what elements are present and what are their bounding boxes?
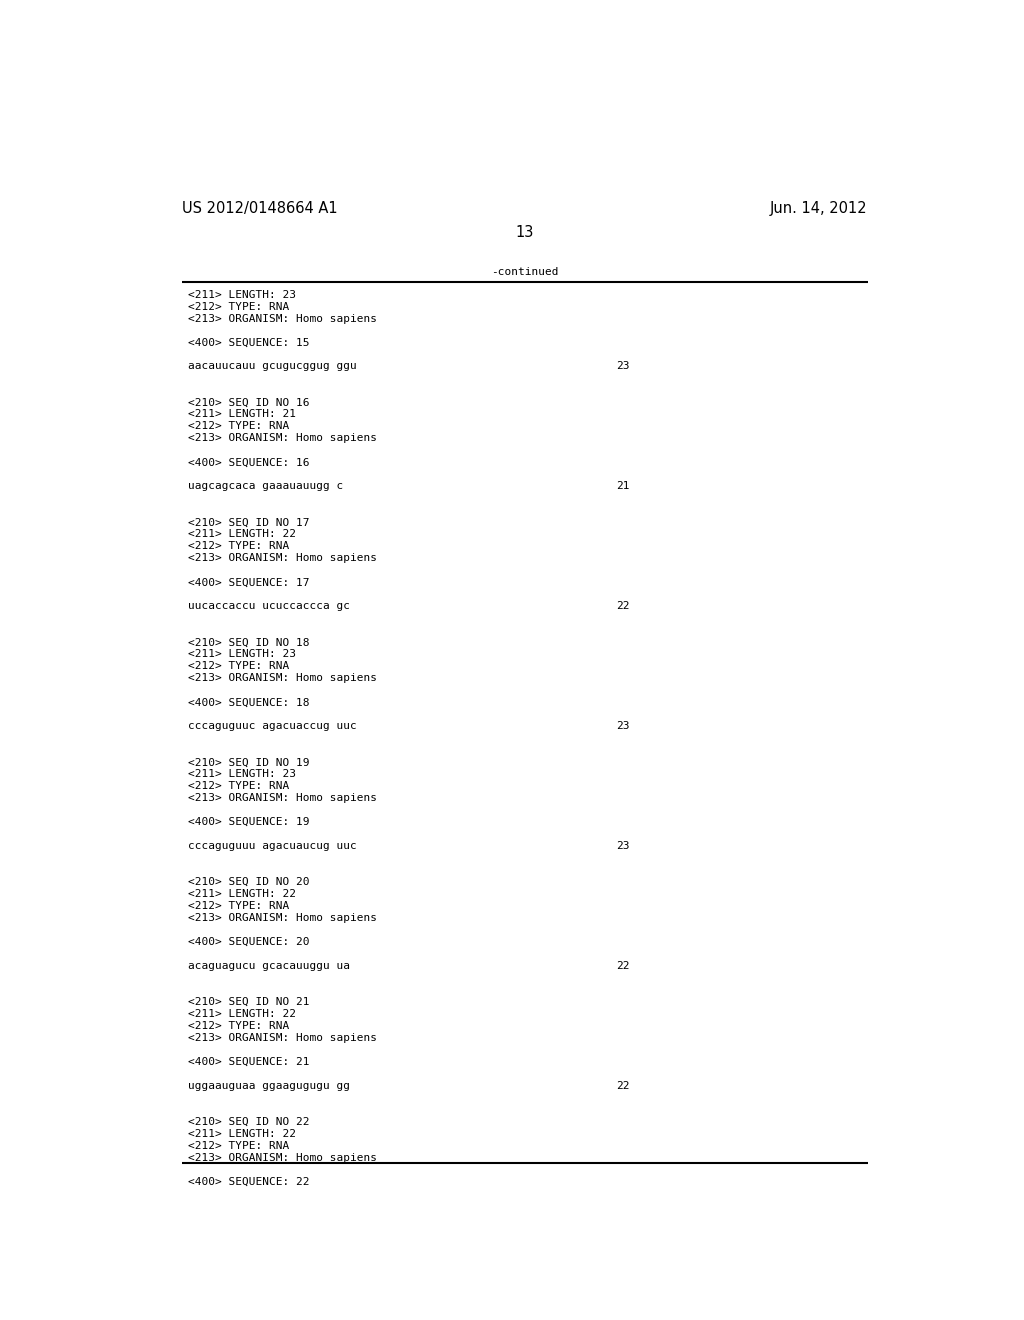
Text: <211> LENGTH: 23: <211> LENGTH: 23 — [187, 289, 296, 300]
Text: <213> ORGANISM: Homo sapiens: <213> ORGANISM: Homo sapiens — [187, 673, 377, 684]
Text: <213> ORGANISM: Homo sapiens: <213> ORGANISM: Homo sapiens — [187, 1154, 377, 1163]
Text: <210> SEQ ID NO 21: <210> SEQ ID NO 21 — [187, 997, 309, 1007]
Text: <400> SEQUENCE: 15: <400> SEQUENCE: 15 — [187, 338, 309, 347]
Text: <211> LENGTH: 22: <211> LENGTH: 22 — [187, 529, 296, 540]
Text: <212> TYPE: RNA: <212> TYPE: RNA — [187, 781, 289, 791]
Text: <400> SEQUENCE: 17: <400> SEQUENCE: 17 — [187, 577, 309, 587]
Text: <212> TYPE: RNA: <212> TYPE: RNA — [187, 661, 289, 672]
Text: cccaguguuu agacuaucug uuc: cccaguguuu agacuaucug uuc — [187, 841, 356, 851]
Text: 21: 21 — [616, 482, 630, 491]
Text: <212> TYPE: RNA: <212> TYPE: RNA — [187, 541, 289, 552]
Text: <211> LENGTH: 22: <211> LENGTH: 22 — [187, 1008, 296, 1019]
Text: <400> SEQUENCE: 21: <400> SEQUENCE: 21 — [187, 1057, 309, 1067]
Text: <210> SEQ ID NO 18: <210> SEQ ID NO 18 — [187, 638, 309, 647]
Text: <400> SEQUENCE: 22: <400> SEQUENCE: 22 — [187, 1177, 309, 1187]
Text: uucaccaccu ucuccaccca gc: uucaccaccu ucuccaccca gc — [187, 602, 349, 611]
Text: <212> TYPE: RNA: <212> TYPE: RNA — [187, 1140, 289, 1151]
Text: Jun. 14, 2012: Jun. 14, 2012 — [770, 201, 867, 216]
Text: <400> SEQUENCE: 20: <400> SEQUENCE: 20 — [187, 937, 309, 948]
Text: 22: 22 — [616, 961, 630, 972]
Text: <213> ORGANISM: Homo sapiens: <213> ORGANISM: Homo sapiens — [187, 793, 377, 804]
Text: 13: 13 — [516, 226, 534, 240]
Text: US 2012/0148664 A1: US 2012/0148664 A1 — [182, 201, 338, 216]
Text: <211> LENGTH: 21: <211> LENGTH: 21 — [187, 409, 296, 420]
Text: <211> LENGTH: 23: <211> LENGTH: 23 — [187, 649, 296, 659]
Text: <210> SEQ ID NO 20: <210> SEQ ID NO 20 — [187, 878, 309, 887]
Text: <212> TYPE: RNA: <212> TYPE: RNA — [187, 902, 289, 911]
Text: <211> LENGTH: 23: <211> LENGTH: 23 — [187, 770, 296, 779]
Text: 23: 23 — [616, 721, 630, 731]
Text: <212> TYPE: RNA: <212> TYPE: RNA — [187, 301, 289, 312]
Text: <211> LENGTH: 22: <211> LENGTH: 22 — [187, 1129, 296, 1139]
Text: 23: 23 — [616, 362, 630, 371]
Text: -continued: -continued — [492, 267, 558, 277]
Text: uggaauguaa ggaagugugu gg: uggaauguaa ggaagugugu gg — [187, 1081, 349, 1092]
Text: <400> SEQUENCE: 19: <400> SEQUENCE: 19 — [187, 817, 309, 828]
Text: 23: 23 — [616, 841, 630, 851]
Text: <210> SEQ ID NO 17: <210> SEQ ID NO 17 — [187, 517, 309, 528]
Text: <210> SEQ ID NO 16: <210> SEQ ID NO 16 — [187, 397, 309, 408]
Text: uagcagcaca gaaauauugg c: uagcagcaca gaaauauugg c — [187, 482, 343, 491]
Text: cccaguguuc agacuaccug uuc: cccaguguuc agacuaccug uuc — [187, 721, 356, 731]
Text: <213> ORGANISM: Homo sapiens: <213> ORGANISM: Homo sapiens — [187, 1034, 377, 1043]
Text: <211> LENGTH: 22: <211> LENGTH: 22 — [187, 890, 296, 899]
Text: aacauucauu gcugucggug ggu: aacauucauu gcugucggug ggu — [187, 362, 356, 371]
Text: <212> TYPE: RNA: <212> TYPE: RNA — [187, 421, 289, 432]
Text: <213> ORGANISM: Homo sapiens: <213> ORGANISM: Homo sapiens — [187, 433, 377, 444]
Text: <400> SEQUENCE: 16: <400> SEQUENCE: 16 — [187, 458, 309, 467]
Text: <213> ORGANISM: Homo sapiens: <213> ORGANISM: Homo sapiens — [187, 553, 377, 564]
Text: <210> SEQ ID NO 22: <210> SEQ ID NO 22 — [187, 1117, 309, 1127]
Text: <400> SEQUENCE: 18: <400> SEQUENCE: 18 — [187, 697, 309, 708]
Text: acaguagucu gcacauuggu ua: acaguagucu gcacauuggu ua — [187, 961, 349, 972]
Text: <210> SEQ ID NO 19: <210> SEQ ID NO 19 — [187, 758, 309, 767]
Text: 22: 22 — [616, 602, 630, 611]
Text: 22: 22 — [616, 1081, 630, 1092]
Text: <213> ORGANISM: Homo sapiens: <213> ORGANISM: Homo sapiens — [187, 913, 377, 923]
Text: <213> ORGANISM: Homo sapiens: <213> ORGANISM: Homo sapiens — [187, 314, 377, 323]
Text: <212> TYPE: RNA: <212> TYPE: RNA — [187, 1022, 289, 1031]
